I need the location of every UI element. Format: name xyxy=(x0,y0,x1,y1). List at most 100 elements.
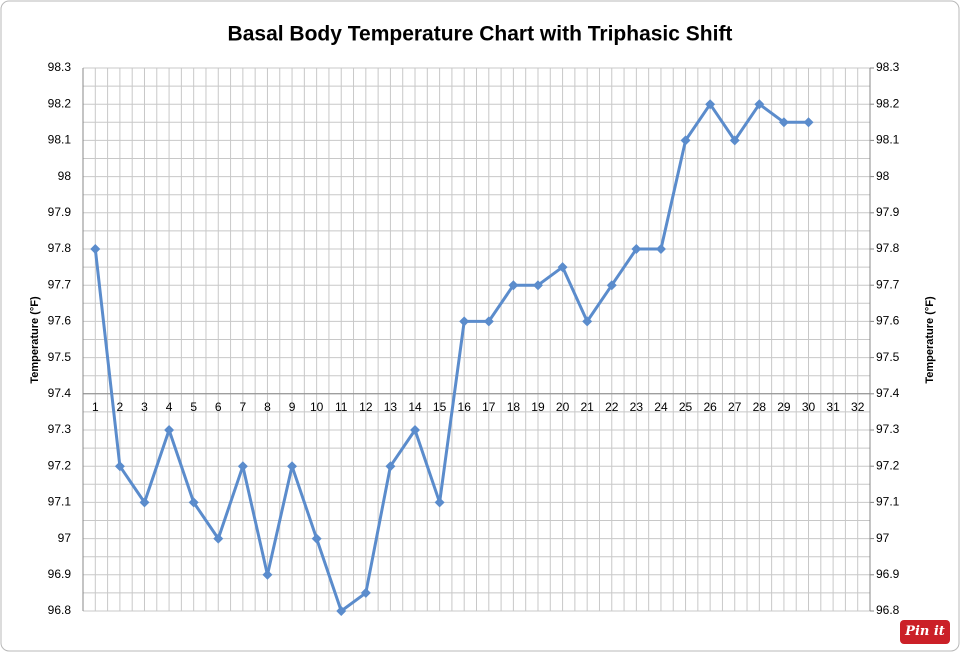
x-tick-label: 20 xyxy=(556,400,570,414)
y2-tick-label: 98.2 xyxy=(876,96,900,110)
x-tick-label: 23 xyxy=(630,400,644,414)
y2-tick-label: 96.8 xyxy=(876,603,900,617)
y-tick-label: 97.5 xyxy=(48,350,72,364)
data-point xyxy=(582,316,593,327)
series-line xyxy=(93,102,809,613)
y2-tick-label: 97.6 xyxy=(876,314,900,328)
x-tick-label: 18 xyxy=(507,400,521,414)
data-point xyxy=(705,99,716,110)
y2-tick-label: 98 xyxy=(876,169,890,183)
y-tick-label: 97.4 xyxy=(48,386,72,400)
y2-tick-label: 98.1 xyxy=(876,133,900,147)
x-tick-label: 3 xyxy=(141,400,148,414)
data-point xyxy=(188,497,199,508)
y2-tick-label: 97.3 xyxy=(876,422,900,436)
x-tick-label: 32 xyxy=(851,400,865,414)
x-tick-label: 21 xyxy=(580,400,594,414)
y-tick-label: 97.8 xyxy=(48,241,72,255)
y2-tick-label: 97.4 xyxy=(876,386,900,400)
x-tick-label: 4 xyxy=(166,400,173,414)
data-point xyxy=(631,244,642,254)
data-point xyxy=(778,117,789,128)
x-tick-label: 8 xyxy=(264,400,271,414)
x-tick-label: 19 xyxy=(531,400,545,414)
x-tick-label: 24 xyxy=(654,400,668,414)
data-point xyxy=(385,461,396,472)
x-tick-label: 17 xyxy=(482,400,496,414)
pin-button[interactable]: Pin it xyxy=(900,620,950,644)
y-tick-label: 97.1 xyxy=(48,495,72,509)
x-tick-label: 16 xyxy=(458,400,472,414)
x-tick-label: 9 xyxy=(289,400,296,414)
y-tick-label: 97.7 xyxy=(48,277,72,291)
data-point xyxy=(532,280,543,291)
y2-tick-label: 97.7 xyxy=(876,277,900,291)
x-tick-label: 11 xyxy=(335,400,348,414)
y2-tick-label: 97.9 xyxy=(876,205,900,219)
x-tick-label: 13 xyxy=(384,400,398,414)
data-point xyxy=(459,316,470,327)
y-tick-label: 97.3 xyxy=(48,422,72,436)
x-tick-label: 27 xyxy=(728,400,742,414)
x-tick-label: 2 xyxy=(117,400,124,414)
data-point xyxy=(311,533,322,544)
y-tick-label: 96.8 xyxy=(48,603,72,617)
y2-tick-label: 97 xyxy=(876,531,890,545)
chart-title: Basal Body Temperature Chart with Tripha… xyxy=(228,23,733,46)
data-point xyxy=(680,135,691,146)
data-point xyxy=(803,117,814,128)
x-tick-label: 22 xyxy=(605,400,619,414)
y-tick-label: 98.3 xyxy=(48,60,72,74)
data-point xyxy=(655,244,666,254)
y-tick-label: 97.9 xyxy=(48,205,72,219)
data-point xyxy=(729,135,740,146)
y-tick-label: 97 xyxy=(58,531,72,545)
y2-tick-label: 98.3 xyxy=(876,60,900,74)
y-tick-label: 98.1 xyxy=(48,133,72,147)
x-tick-label: 29 xyxy=(777,400,791,414)
x-tick-label: 28 xyxy=(753,400,767,414)
data-point xyxy=(508,280,519,291)
y-tick-label: 98.2 xyxy=(48,96,72,110)
data-point xyxy=(213,533,224,544)
x-tick-label: 25 xyxy=(679,400,693,414)
y2-tick-label: 96.9 xyxy=(876,567,900,581)
data-point xyxy=(434,497,445,508)
data-point xyxy=(164,425,175,435)
x-tick-label: 6 xyxy=(215,400,222,414)
x-tick-label: 5 xyxy=(190,400,197,414)
data-point xyxy=(483,316,494,327)
x-tick-label: 31 xyxy=(826,400,840,414)
y-tick-label: 96.9 xyxy=(48,567,72,581)
x-tick-label: 10 xyxy=(310,400,324,414)
data-point xyxy=(262,569,273,580)
x-tick-label: 26 xyxy=(703,400,717,414)
data-point xyxy=(114,461,125,472)
x-tick-label: 15 xyxy=(433,400,447,414)
data-point xyxy=(237,461,248,472)
data-point xyxy=(287,461,298,472)
data-point xyxy=(606,280,617,291)
y-tick-label: 97.6 xyxy=(48,314,72,328)
x-tick-label: 1 xyxy=(92,400,99,414)
data-point xyxy=(336,606,347,616)
data-point xyxy=(139,497,150,508)
y2-tick-label: 97.8 xyxy=(876,241,900,255)
data-point xyxy=(410,425,421,435)
data-point xyxy=(557,262,568,273)
x-tick-label: 12 xyxy=(359,400,373,414)
data-point xyxy=(90,244,101,254)
data-point xyxy=(754,99,765,110)
y-tick-label: 97.2 xyxy=(48,458,72,472)
x-tick-label: 30 xyxy=(802,400,816,414)
x-tick-label: 7 xyxy=(240,400,247,414)
y2-tick-label: 97.5 xyxy=(876,350,900,364)
y2-tick-label: 97.1 xyxy=(876,495,900,509)
y2-axis-label: Temperature (°F) xyxy=(924,296,936,384)
y2-tick-label: 97.2 xyxy=(876,458,900,472)
y-axis-label: Temperature (°F) xyxy=(29,296,41,384)
y-tick-label: 98 xyxy=(58,169,72,183)
